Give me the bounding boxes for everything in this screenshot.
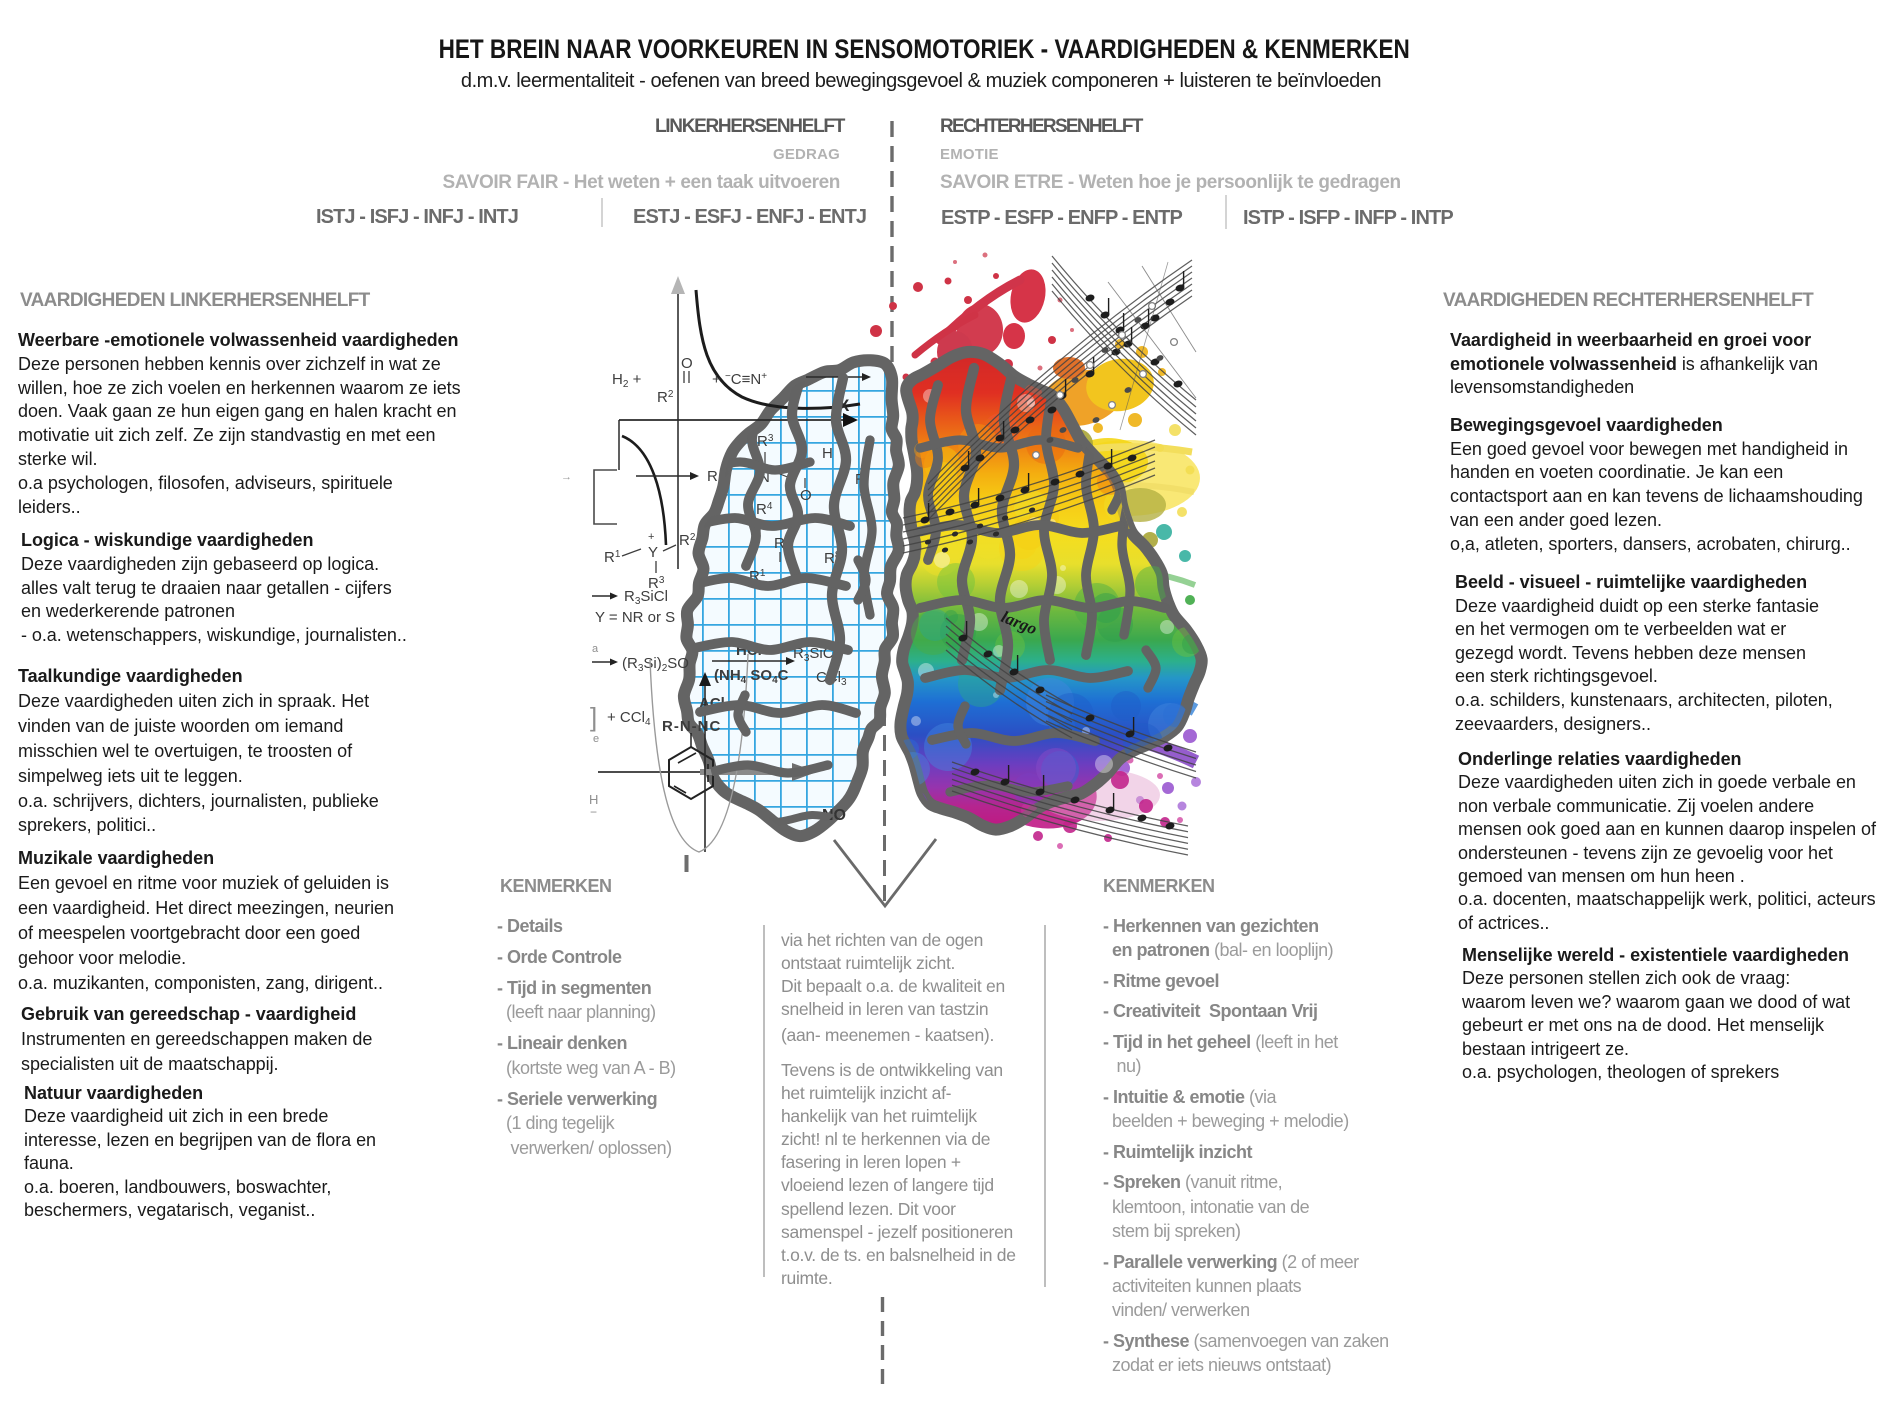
svg-text:R2: R2 bbox=[679, 532, 696, 549]
svg-text:+ −C≡N+: + −C≡N+ bbox=[712, 371, 767, 388]
svg-text:O: O bbox=[681, 355, 693, 372]
svg-text:Y: Y bbox=[648, 544, 658, 561]
svg-text:R2: R2 bbox=[657, 389, 674, 406]
svg-text:+: + bbox=[648, 531, 654, 543]
svg-text:R-N-NC: R-N-NC bbox=[662, 718, 721, 735]
svg-text:H: H bbox=[822, 445, 833, 462]
svg-text:R3SiCl: R3SiCl bbox=[624, 588, 668, 607]
svg-text:]: ] bbox=[590, 702, 597, 732]
svg-text:R1: R1 bbox=[604, 549, 621, 566]
svg-text:H2 +: H2 + bbox=[612, 371, 642, 390]
svg-text:(NH4 SO4C: (NH4 SO4C bbox=[714, 667, 789, 686]
svg-text:−: − bbox=[590, 805, 597, 819]
svg-text:e: e bbox=[593, 733, 599, 745]
svg-text:O: O bbox=[800, 487, 812, 504]
svg-text:R: R bbox=[707, 468, 718, 485]
svg-text:H: H bbox=[589, 792, 598, 807]
svg-text:→: → bbox=[561, 471, 572, 483]
svg-text:a: a bbox=[592, 643, 599, 655]
svg-text:Y = NR or S: Y = NR or S bbox=[595, 609, 675, 626]
svg-text:+ CCl4: + CCl4 bbox=[607, 709, 651, 728]
svg-text:N: N bbox=[759, 469, 770, 486]
svg-text:(R3Si)2SO: (R3Si)2SO bbox=[622, 655, 689, 674]
